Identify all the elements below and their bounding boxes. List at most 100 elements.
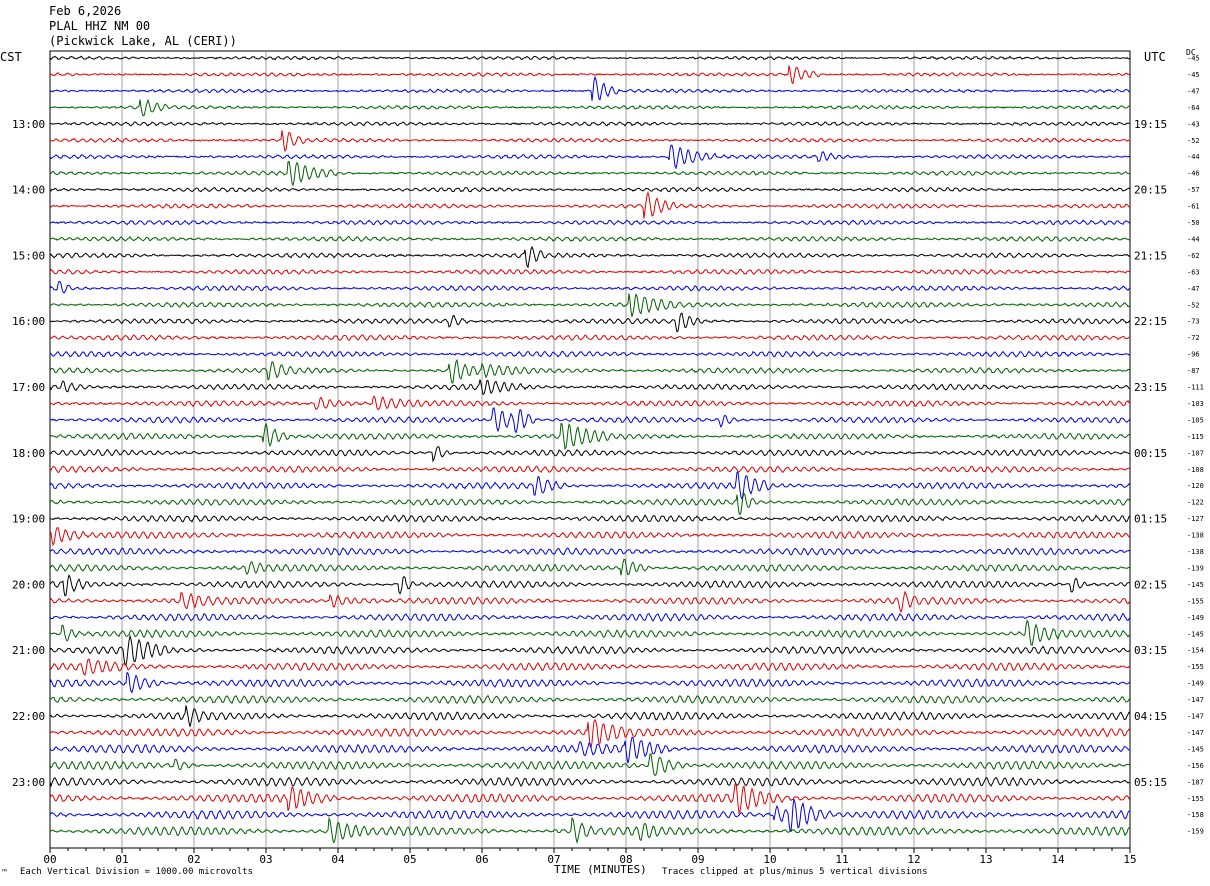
dc-offset-label: -156 (1187, 762, 1204, 770)
trace-line-28 (49, 492, 1131, 516)
left-hour-label: 22:00 (12, 710, 45, 723)
dc-offset-label: -158 (1187, 811, 1204, 819)
dc-offset-label: -187 (1187, 778, 1204, 786)
left-hour-label: 21:00 (12, 644, 45, 657)
trace-line-47 (49, 798, 1131, 832)
dc-offset-label: -50 (1187, 219, 1200, 227)
dc-offset-label: -145 (1187, 745, 1204, 753)
left-hour-label: 23:00 (12, 776, 45, 789)
dc-offset-label: -47 (1187, 87, 1200, 95)
plot-frame (49, 50, 1131, 849)
clip-note: Traces clipped at plus/minus 5 vertical … (662, 867, 928, 877)
trace-line-30 (49, 527, 1130, 547)
x-tick-label: 07 (547, 853, 560, 866)
left-hour-label: 14:00 (12, 184, 45, 197)
left-hour-label: 17:00 (12, 381, 45, 394)
dc-offset-label: -120 (1187, 482, 1204, 490)
dc-offset-label: -149 (1187, 680, 1204, 688)
dc-offset-label: -73 (1187, 318, 1200, 326)
trace-line-15 (49, 280, 1131, 294)
left-hour-label: 13:00 (12, 118, 45, 131)
station-label: PLAL HHZ NM 00 (49, 19, 151, 33)
right-hour-label: 00:15 (1134, 447, 1167, 460)
dc-offset-label: -127 (1187, 515, 1204, 523)
left-hour-label: 20:00 (12, 578, 45, 591)
dc-offset-label: -46 (1187, 170, 1200, 178)
trace-line-34 (49, 590, 1131, 614)
dc-offset-label: -72 (1187, 334, 1200, 342)
trace-line-36 (49, 619, 1131, 647)
x-tick-label: 15 (1123, 853, 1136, 866)
trace-line-21 (49, 379, 1131, 395)
x-tick-label: 12 (907, 853, 920, 866)
dc-offset-label: -105 (1187, 416, 1204, 424)
dc-offset-label: -103 (1187, 400, 1204, 408)
dc-offset-label: -147 (1187, 696, 1204, 704)
x-tick-label: 04 (331, 853, 345, 866)
dc-offset-label: -111 (1187, 384, 1204, 392)
x-tick-label: 00 (43, 853, 56, 866)
dc-offset-label: -45 (1187, 71, 1200, 79)
left-hour-label: 18:00 (12, 447, 45, 460)
dc-offset-label: -115 (1187, 433, 1204, 441)
trace-line-8 (49, 160, 1131, 187)
dc-offset-label: -45 (1187, 55, 1200, 63)
trace-line-41 (49, 705, 1131, 727)
scale-note: Each Vertical Division = 1000.00 microvo… (20, 867, 253, 877)
right-hour-label: 03:15 (1134, 644, 1167, 657)
x-tick-label: 05 (403, 853, 416, 866)
trace-line-32 (49, 558, 1131, 576)
date-label: Feb 6,2026 (49, 4, 122, 18)
dc-offset-label: -154 (1187, 647, 1204, 655)
dc-offset-label: -57 (1187, 186, 1200, 194)
right-hour-label: 20:15 (1134, 184, 1167, 197)
trace-line-40 (49, 694, 1131, 705)
trace-line-9 (49, 186, 1131, 193)
trace-line-18 (49, 334, 1131, 342)
trace-line-13 (49, 245, 1131, 269)
dc-offset-label: -159 (1187, 828, 1204, 836)
corner-mark: ™ (2, 868, 7, 877)
trace-line-14 (49, 268, 1131, 275)
right-timezone-label: UTC (1144, 50, 1166, 64)
trace-line-20 (49, 358, 1131, 384)
x-tick-label: 11 (835, 853, 848, 866)
trace-line-23 (49, 407, 1131, 434)
trace-line-2 (49, 65, 1131, 85)
trace-line-37 (49, 634, 1130, 666)
trace-line-39 (49, 671, 1131, 694)
left-hour-label: 16:00 (12, 315, 45, 328)
trace-line-3 (49, 75, 1131, 101)
trace-line-26 (49, 465, 1131, 474)
trace-line-19 (49, 350, 1131, 358)
trace-line-10 (49, 190, 1131, 219)
right-hour-label: 05:15 (1134, 776, 1167, 789)
dc-offset-label: -139 (1187, 564, 1204, 572)
dc-offset-label: -122 (1187, 499, 1204, 507)
x-tick-label: 02 (187, 853, 200, 866)
dc-offset-label: -61 (1187, 203, 1200, 211)
x-tick-label: 06 (475, 853, 488, 866)
dc-offset-label: -155 (1187, 597, 1204, 605)
trace-line-11 (49, 219, 1131, 226)
dc-offset-label: -108 (1187, 466, 1204, 474)
trace-line-16 (49, 293, 1131, 317)
trace-line-7 (49, 144, 1131, 170)
dc-offset-label: -87 (1187, 367, 1200, 375)
trace-line-22 (50, 395, 1131, 411)
right-hour-label: 02:15 (1134, 578, 1167, 591)
x-tick-label: 14 (1051, 853, 1065, 866)
trace-line-38 (49, 658, 1131, 676)
dc-offset-label: -147 (1187, 729, 1204, 737)
dc-offset-label: -44 (1187, 153, 1200, 161)
dc-offset-label: -155 (1187, 795, 1204, 803)
dc-offset-label: -147 (1187, 713, 1204, 721)
right-hour-label: 01:15 (1134, 513, 1167, 526)
location-label: (Pickwick Lake, AL (CERI)) (49, 34, 237, 48)
dc-offset-label: -145 (1187, 581, 1204, 589)
right-hour-label: 04:15 (1134, 710, 1167, 723)
trace-line-5 (50, 121, 1131, 127)
trace-line-4 (49, 98, 1131, 117)
x-tick-label: 10 (763, 853, 776, 866)
